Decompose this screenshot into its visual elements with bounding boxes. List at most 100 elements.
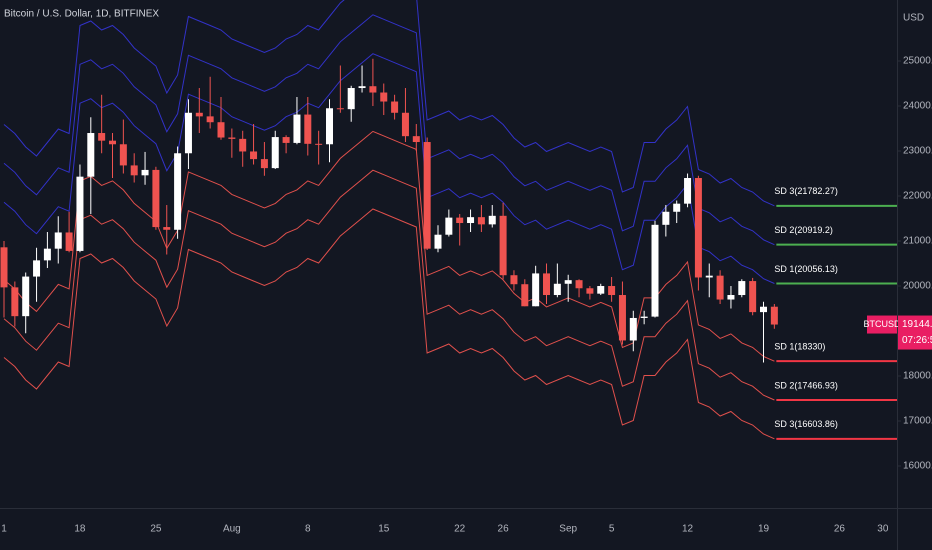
candle-body [54,232,62,249]
candle-body [575,280,583,289]
chart-title: Bitcoin / U.S. Dollar, 1D, BITFINEX [4,9,159,20]
y-tick-label: 22000.0 [903,191,932,202]
x-tick-label: 25 [150,524,162,535]
x-tick-label: 1 [1,524,7,535]
band-line [3,169,775,401]
level-name: SD 2 [774,380,794,390]
candle-body [293,114,301,143]
x-tick-label: Sep [559,524,577,535]
candle-body [640,316,648,318]
candle-body [434,234,442,249]
candle-body [76,176,84,251]
symbol-tag [867,315,897,334]
x-tick-label: 5 [609,524,615,535]
candle-body [87,133,95,177]
candle-body [488,215,496,225]
candle-body [521,284,529,307]
level-value-label: (20056.13) [794,264,838,274]
candle-body [380,92,388,102]
x-tick-label: 18 [74,524,86,535]
candle-body [553,283,561,296]
x-tick-label: 12 [682,524,694,535]
axes: 16000.017000.018000.019000.020000.021000… [1,56,932,535]
x-tick-label: 26 [498,524,510,535]
level-value-label: (20919.2) [794,225,833,235]
candle-body [326,108,333,145]
x-tick-label: 30 [877,524,889,535]
level-name: SD 1 [774,342,794,352]
candle-body [130,165,138,176]
candle-body [152,169,160,228]
candle-body [760,306,767,313]
candle-body [0,247,8,288]
level-value-label: (16603.86) [794,419,838,429]
candle-body [651,224,659,317]
band-line [3,14,775,246]
candle-body [206,116,214,123]
candle-body [738,281,746,296]
candle-body [618,295,626,341]
y-tick-label: 20000.0 [903,281,932,292]
candle-body [629,317,637,341]
candle-body [477,217,485,225]
candle-body [336,108,344,110]
x-tick-label: Aug [223,524,241,535]
candle-body [217,122,225,138]
candle-body [358,86,366,89]
candle-body [662,211,670,225]
plot-area [0,0,897,440]
candle-body [597,286,605,294]
candle-body [174,153,182,230]
candle-body [456,217,464,224]
candle-body [22,276,30,317]
candle-body [391,101,399,113]
x-tick-label: 8 [305,524,311,535]
price-label: 19144.0 [902,319,932,330]
candle-body [109,140,116,145]
candle-body [347,88,355,110]
x-tick-label: 19 [758,524,770,535]
candle-body [705,275,713,278]
x-tick-label: 22 [454,524,466,535]
countdown-label: 07:26:57 [902,335,932,346]
level-name: SD 3 [774,186,794,196]
candle-body [271,137,279,169]
candle-body [98,133,106,141]
candle-body [412,136,420,143]
candle-body [467,217,475,224]
candle-body [423,142,431,249]
candle-body [260,159,268,169]
y-tick-label: 16000.0 [903,461,932,472]
currency-label: USD [903,13,924,24]
candle-body [510,275,518,285]
level-name: SD 1 [774,264,794,274]
y-tick-label: 24000.0 [903,101,932,112]
candle-body [445,217,453,235]
candle-body [11,287,19,317]
candle-body [33,260,41,277]
band-line [3,130,775,362]
candle-body [770,306,778,325]
candle-body [141,169,149,176]
y-tick-label: 17000.0 [903,416,932,427]
candle-body [716,275,724,300]
candle-body [532,273,540,307]
candle-body [228,137,236,139]
candle-body [727,295,735,300]
band-line [3,208,775,440]
symbol-label: BTCUSD [863,319,901,329]
candle-body [65,232,73,251]
candle-body [543,273,550,296]
candle-body [195,112,203,117]
candle-body [401,112,409,137]
candle-body [586,288,594,294]
candle-body [315,143,323,145]
candle-body [282,137,290,143]
candle-body [684,178,692,204]
candle-body [369,86,377,93]
candle-body [564,280,572,284]
candle-body [119,144,127,166]
level-value-label: (21782.27) [794,186,838,196]
